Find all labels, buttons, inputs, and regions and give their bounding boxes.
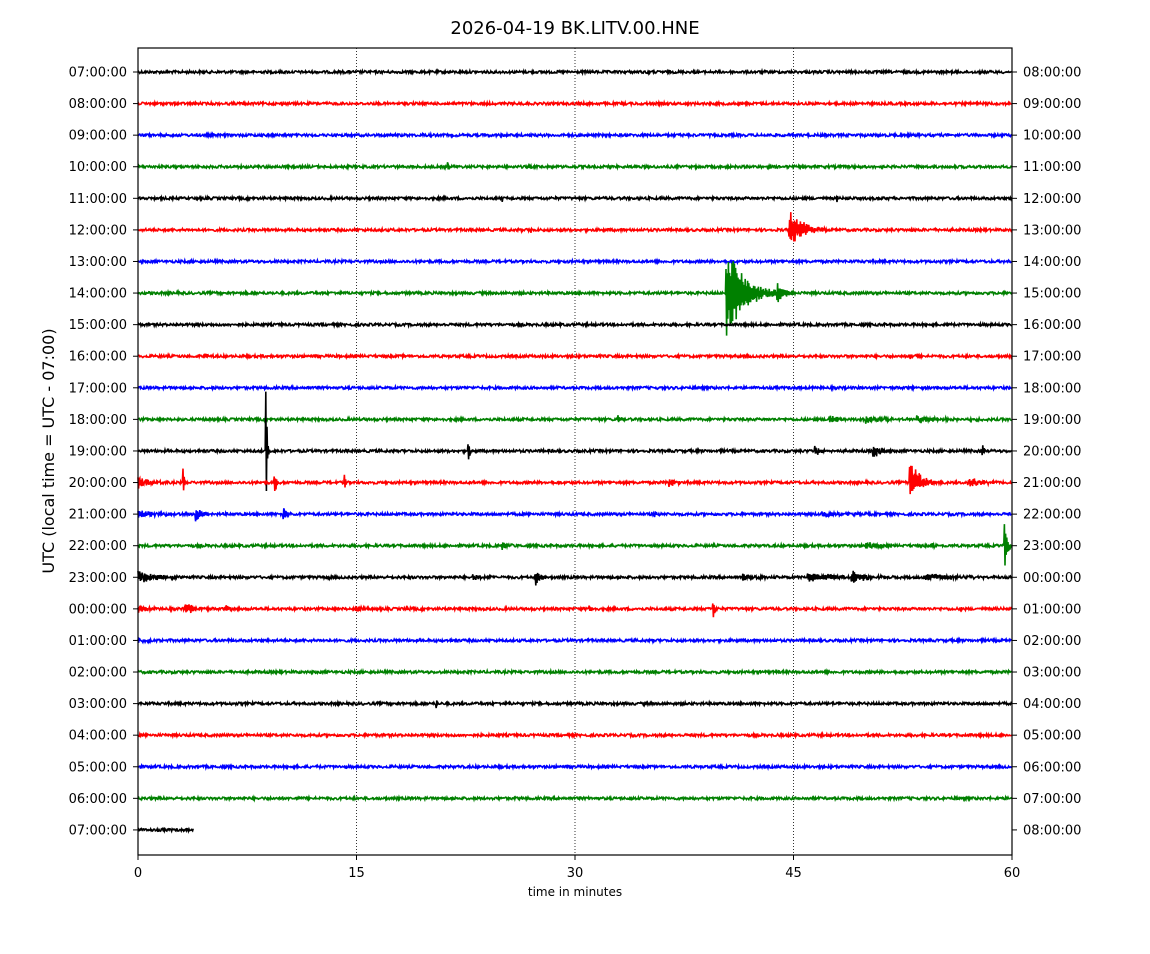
y-axis-label: UTC (local time = UTC - 07:00) [39,328,58,573]
trace-row [137,794,1013,803]
row-label-utc: 12:00:00 [69,223,127,238]
row-label-local: 05:00:00 [1023,729,1081,744]
trace-row [138,212,1013,242]
trace-row [137,67,1012,77]
row-label-utc: 01:00:00 [69,634,127,649]
row-label-utc: 08:00:00 [69,97,127,112]
trace-row [137,667,1013,677]
trace-row [137,193,1013,203]
row-label-utc: 11:00:00 [69,192,127,207]
trace-row [137,636,1013,645]
row-label-local: 09:00:00 [1023,97,1081,112]
row-label-local: 16:00:00 [1023,318,1081,333]
row-label-local: 15:00:00 [1023,287,1081,302]
row-label-local: 23:00:00 [1023,539,1081,554]
row-label-utc: 17:00:00 [69,381,127,396]
trace-row [137,762,1013,772]
row-label-local: 19:00:00 [1023,413,1081,428]
row-label-utc: 13:00:00 [69,255,127,270]
row-label-utc: 19:00:00 [69,444,127,459]
trace-row [137,351,1013,361]
row-label-utc: 16:00:00 [69,350,127,365]
row-label-local: 03:00:00 [1023,666,1081,681]
chart-title: 2026-04-19 BK.LITV.00.HNE [450,18,699,39]
trace-row [137,603,1013,618]
x-tick-label: 45 [785,866,802,881]
row-label-utc: 09:00:00 [69,129,127,144]
trace-row [137,465,1012,495]
row-label-utc: 06:00:00 [69,792,127,807]
row-label-local: 02:00:00 [1023,634,1081,649]
x-axis-label: time in minutes [528,885,622,899]
row-label-utc: 18:00:00 [69,413,127,428]
row-label-local: 17:00:00 [1023,350,1081,365]
row-label-local: 01:00:00 [1023,602,1081,617]
row-label-local: 20:00:00 [1023,444,1081,459]
row-label-utc: 23:00:00 [69,571,127,586]
row-label-local: 08:00:00 [1023,823,1081,838]
trace-row [137,730,1013,740]
row-label-utc: 05:00:00 [69,760,127,775]
x-tick-label: 15 [348,866,365,881]
row-label-utc: 21:00:00 [69,508,127,523]
row-label-local: 21:00:00 [1023,476,1081,491]
trace-row [137,383,1013,393]
row-label-utc: 02:00:00 [69,666,127,681]
row-label-utc: 22:00:00 [69,539,127,554]
row-label-local: 10:00:00 [1023,129,1081,144]
row-label-local: 08:00:00 [1023,66,1081,81]
row-label-utc: 14:00:00 [69,287,127,302]
row-label-local: 18:00:00 [1023,381,1081,396]
trace-row [137,130,1013,140]
row-label-utc: 07:00:00 [69,66,127,81]
trace-row [137,414,1012,425]
trace-row [137,826,194,834]
row-label-local: 12:00:00 [1023,192,1081,207]
row-label-local: 06:00:00 [1023,760,1081,775]
row-label-local: 11:00:00 [1023,160,1081,175]
row-label-local: 14:00:00 [1023,255,1081,270]
row-label-utc: 10:00:00 [69,160,127,175]
trace-row [137,257,1012,266]
trace-row [137,162,1013,172]
trace-row [137,699,1013,709]
row-label-utc: 04:00:00 [69,729,127,744]
row-label-utc: 15:00:00 [69,318,127,333]
x-tick-label: 30 [567,866,584,881]
row-label-local: 04:00:00 [1023,697,1081,712]
trace-row [137,524,1013,566]
x-tick-label: 60 [1004,866,1021,881]
trace-row [137,391,1013,492]
row-label-utc: 20:00:00 [69,476,127,491]
trace-row [137,508,1013,522]
row-label-utc: 07:00:00 [69,823,127,838]
plot-frame [137,47,1013,856]
row-label-utc: 00:00:00 [69,602,127,617]
trace-row [137,320,1012,330]
trace-row [137,261,1013,336]
row-label-local: 13:00:00 [1023,223,1081,238]
trace-row [137,570,1013,586]
row-label-local: 07:00:00 [1023,792,1081,807]
row-label-local: 00:00:00 [1023,571,1081,586]
row-label-utc: 03:00:00 [69,697,127,712]
x-tick-label: 0 [134,866,142,881]
row-label-local: 22:00:00 [1023,508,1081,523]
trace-row [137,99,1013,108]
